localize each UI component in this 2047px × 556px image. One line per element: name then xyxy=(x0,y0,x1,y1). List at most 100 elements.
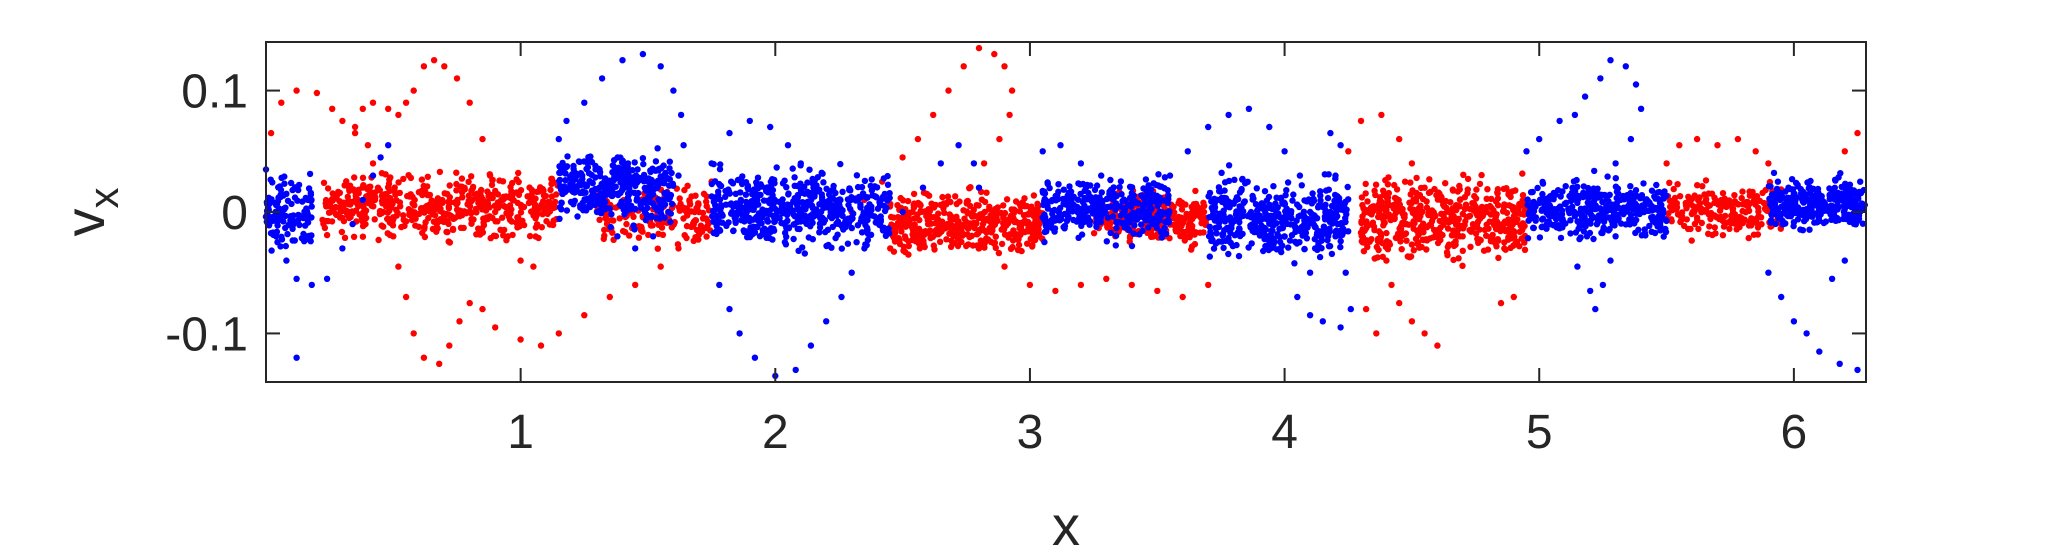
data-point xyxy=(307,238,314,245)
data-point xyxy=(820,179,827,186)
data-point xyxy=(465,178,472,185)
data-point xyxy=(1156,183,1164,190)
data-point xyxy=(1605,227,1612,234)
data-point xyxy=(919,184,927,191)
data-point xyxy=(266,200,273,207)
data-point xyxy=(807,212,814,219)
data-point xyxy=(421,225,428,232)
data-point xyxy=(898,228,905,235)
data-point xyxy=(278,233,285,240)
data-point xyxy=(703,202,710,210)
data-point xyxy=(1270,183,1277,190)
data-point xyxy=(699,209,707,217)
data-point xyxy=(395,263,402,270)
data-point xyxy=(576,158,583,166)
data-point xyxy=(1666,179,1673,186)
data-point xyxy=(1126,194,1134,202)
data-point xyxy=(1225,237,1233,245)
data-point xyxy=(652,158,660,165)
data-point xyxy=(1703,206,1710,213)
data-point xyxy=(975,184,983,191)
data-point xyxy=(716,166,724,173)
data-point xyxy=(797,162,804,169)
data-point xyxy=(1084,214,1092,221)
data-point xyxy=(1519,192,1527,199)
data-point xyxy=(773,164,780,171)
data-point xyxy=(1698,219,1706,227)
data-point xyxy=(1508,220,1515,227)
data-point xyxy=(278,174,285,181)
data-point xyxy=(392,206,400,213)
data-point xyxy=(1738,194,1745,202)
data-point xyxy=(1179,219,1187,227)
data-point xyxy=(1043,228,1050,235)
data-point xyxy=(1235,252,1243,260)
data-point xyxy=(1276,238,1284,246)
data-point xyxy=(1326,242,1334,250)
data-point xyxy=(1015,241,1023,249)
data-point xyxy=(759,206,766,213)
data-point xyxy=(1288,215,1295,222)
data-point xyxy=(1433,233,1440,241)
data-point xyxy=(828,244,835,251)
data-point xyxy=(1434,196,1442,203)
data-point xyxy=(1765,183,1773,190)
data-point xyxy=(901,222,908,229)
data-point xyxy=(369,99,377,106)
data-point xyxy=(976,243,983,250)
data-point xyxy=(526,232,534,240)
data-point xyxy=(970,160,978,167)
data-point xyxy=(431,211,439,219)
data-point xyxy=(1294,293,1301,301)
data-point xyxy=(525,199,533,207)
data-point xyxy=(1786,206,1794,213)
data-point xyxy=(1382,243,1390,251)
data-point xyxy=(1003,222,1010,229)
data-point xyxy=(308,203,315,210)
y-tick-label: -0.1 xyxy=(165,308,248,361)
data-point xyxy=(440,210,447,217)
data-point xyxy=(1137,213,1145,220)
data-point xyxy=(359,233,367,240)
data-point xyxy=(1060,186,1068,193)
data-point xyxy=(1600,224,1607,231)
x-tick-label: 6 xyxy=(1781,406,1808,459)
data-point xyxy=(715,191,722,199)
data-point xyxy=(609,169,616,176)
data-point xyxy=(489,177,496,184)
data-point xyxy=(1540,206,1548,214)
data-point xyxy=(571,197,578,204)
data-point xyxy=(405,172,412,179)
data-point xyxy=(1627,135,1635,143)
data-point xyxy=(1006,231,1014,238)
data-point xyxy=(420,354,428,361)
data-point xyxy=(1050,215,1057,222)
data-point xyxy=(667,210,674,217)
data-point xyxy=(717,161,724,168)
data-point xyxy=(1459,262,1466,269)
data-point xyxy=(1156,211,1164,219)
data-point xyxy=(857,203,864,211)
data-point xyxy=(1670,185,1677,193)
data-point xyxy=(791,174,798,181)
data-point xyxy=(1651,193,1658,200)
data-point xyxy=(269,229,277,236)
data-point xyxy=(1239,175,1246,183)
data-point xyxy=(1283,208,1290,215)
data-point xyxy=(947,223,954,231)
data-point xyxy=(1206,253,1214,260)
data-point xyxy=(296,221,303,229)
data-point xyxy=(805,234,812,241)
data-point xyxy=(1086,221,1093,228)
data-point xyxy=(614,154,621,161)
data-point xyxy=(598,75,606,82)
data-point xyxy=(395,111,402,119)
data-point xyxy=(1519,220,1527,227)
data-point xyxy=(753,181,761,188)
data-point xyxy=(507,194,514,202)
data-point xyxy=(323,203,330,210)
data-point xyxy=(1178,214,1185,221)
data-point xyxy=(1253,228,1260,236)
data-point xyxy=(1755,204,1762,212)
data-point xyxy=(953,200,960,208)
